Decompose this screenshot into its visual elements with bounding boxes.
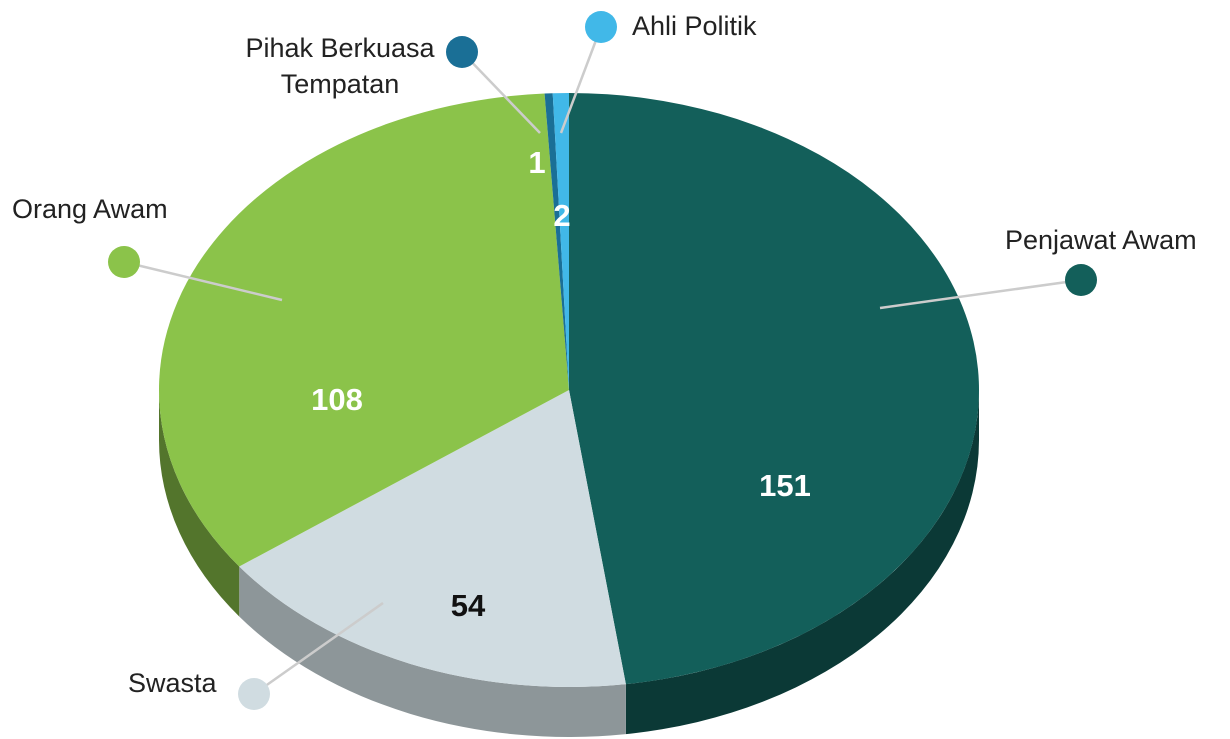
legend-dot — [446, 36, 478, 68]
value-label: 151 — [759, 468, 811, 503]
value-label: 54 — [451, 588, 486, 623]
slice-side — [239, 566, 626, 737]
leader-line — [123, 260, 283, 302]
slice-side — [625, 390, 979, 735]
slice-side — [159, 390, 240, 617]
legend-dot — [238, 678, 270, 710]
legend-label: Swasta — [128, 668, 217, 698]
slice — [239, 390, 626, 687]
legend-label: Orang Awam — [12, 194, 168, 224]
legend-label: Ahli Politik — [632, 11, 757, 41]
slice — [569, 93, 980, 685]
slice — [552, 93, 569, 390]
leader-line — [879, 278, 1082, 310]
legend-label: Penjawat Awam — [1005, 225, 1197, 255]
leader-line — [461, 51, 541, 134]
value-label: 1 — [528, 145, 545, 180]
slice — [159, 93, 569, 567]
legend-dot — [1065, 264, 1097, 296]
legend-dot — [108, 246, 140, 278]
value-label: 108 — [311, 382, 363, 417]
leader-line — [253, 601, 384, 696]
leader-line — [559, 26, 603, 134]
value-label: 2 — [553, 198, 570, 233]
legend-label: Pihak Berkuasa Tempatan — [245, 33, 435, 99]
legend-dot — [585, 11, 617, 43]
slice — [544, 93, 569, 391]
